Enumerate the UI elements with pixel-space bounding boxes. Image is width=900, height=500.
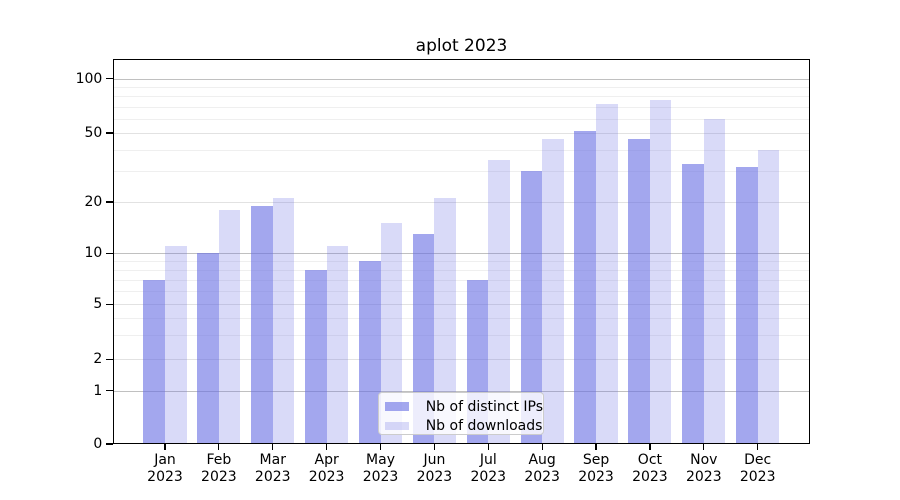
y-tick-5 (106, 303, 114, 305)
bar-downloads-feb (218, 209, 241, 443)
y-tick-label-1: 1 (93, 382, 103, 399)
x-tick-label-sep: Sep 2023 (578, 452, 614, 485)
bar-distinct-ips-dec (736, 166, 758, 443)
legend-label-downloads: Nb of downloads (425, 418, 543, 435)
bar-distinct-ips-apr (305, 269, 327, 443)
gridline-y-10 (114, 253, 809, 255)
bar-downloads-nov (703, 118, 726, 443)
gridline-y-4 (114, 317, 809, 319)
plot-canvas (114, 60, 809, 443)
bar-distinct-ips-nov (682, 164, 704, 443)
x-tick-label-aug: Aug 2023 (524, 452, 560, 485)
x-tick-jan (164, 444, 166, 450)
x-tick-label-feb: Feb 2023 (201, 452, 237, 485)
bar-downloads-jul (488, 159, 510, 443)
x-tick-label-jul: Jul 2023 (470, 452, 507, 485)
y-tick-label-2: 2 (93, 351, 103, 368)
y-tick-1 (106, 390, 114, 392)
gridline-y-40 (114, 149, 809, 151)
x-tick-label-nov: Nov 2023 (685, 452, 722, 485)
x-tick-feb (218, 444, 220, 450)
bar-distinct-ips-feb (197, 253, 219, 443)
gridline-y-1 (114, 390, 809, 392)
bar-distinct-ips-jun (412, 233, 435, 443)
bar-distinct-ips-oct (628, 139, 650, 443)
x-tick-nov (703, 444, 705, 450)
x-tick-jun (433, 444, 435, 450)
y-tick-label-20: 20 (84, 194, 103, 210)
bar-downloads-jan (164, 246, 187, 443)
bar-downloads-apr (326, 246, 349, 443)
legend-item-downloads: Nb of downloads (385, 416, 543, 436)
bar-downloads-sep (596, 104, 618, 443)
y-tick-label-0: 0 (93, 436, 103, 452)
y-tick-label-10: 10 (84, 245, 103, 262)
legend-swatch-downloads (385, 421, 409, 431)
y-tick-label-100: 100 (75, 70, 103, 87)
y-tick-label-50: 50 (84, 125, 103, 141)
gridline-y-70 (114, 106, 809, 108)
x-tick-apr (326, 444, 328, 450)
x-tick-label-dec: Dec 2023 (739, 452, 776, 485)
y-tick-50 (106, 132, 114, 134)
gridline-y-30 (114, 171, 809, 173)
gridline-y-7 (114, 279, 809, 281)
y-tick-100 (106, 78, 114, 80)
x-tick-label-jan: Jan 2023 (147, 452, 183, 485)
y-tick-0 (106, 443, 114, 445)
legend-label-distinct-ips: Nb of distinct IPs (425, 398, 544, 415)
bar-downloads-mar (272, 198, 295, 443)
gridline-y-80 (114, 96, 809, 98)
x-tick-label-apr: Apr 2023 (308, 452, 345, 485)
gridline-y-90 (114, 86, 809, 88)
x-tick-mar (272, 444, 274, 450)
gridline-y-100 (114, 78, 809, 80)
plot-area (113, 59, 810, 444)
bar-distinct-ips-jan (143, 279, 165, 443)
y-tick-2 (106, 358, 114, 360)
bar-downloads-aug (542, 139, 564, 443)
gridline-y-2 (114, 359, 809, 361)
gridline-y-60 (114, 118, 809, 120)
gridline-y-20 (114, 201, 809, 203)
x-tick-oct (649, 444, 651, 450)
legend-item-distinct-ips: Nb of distinct IPs (385, 397, 543, 417)
bar-distinct-ips-may (358, 261, 381, 443)
bar-distinct-ips-sep (574, 131, 597, 443)
legend: Nb of distinct IPs Nb of downloads (377, 392, 545, 436)
bar-downloads-oct (649, 100, 672, 443)
gridline-y-8 (114, 269, 809, 271)
gridline-y-9 (114, 261, 809, 263)
x-tick-label-may: May 2023 (362, 452, 399, 485)
x-tick-may (379, 444, 382, 450)
chart-title: aplot 2023 (415, 36, 508, 56)
bar-distinct-ips-mar (251, 205, 273, 443)
x-tick-aug (541, 444, 543, 450)
x-tick-label-oct: Oct 2023 (632, 452, 668, 485)
bar-downloads-may (380, 223, 403, 443)
y-tick-20 (106, 201, 114, 203)
legend-swatch-distinct-ips (385, 402, 409, 411)
bar-downloads-jun (434, 198, 456, 443)
x-tick-jul (487, 444, 489, 450)
x-tick-sep (595, 444, 597, 450)
bar-downloads-dec (757, 149, 780, 443)
y-tick-label-5: 5 (93, 296, 103, 313)
x-tick-label-mar: Mar 2023 (254, 452, 291, 485)
gridline-y-6 (114, 290, 809, 292)
gridline-y-5 (114, 304, 809, 306)
bar-distinct-ips-aug (520, 171, 543, 443)
x-tick-dec (757, 444, 759, 450)
gridline-y-3 (114, 335, 809, 336)
y-tick-10 (106, 252, 114, 254)
x-tick-label-jun: Jun 2023 (416, 452, 453, 485)
gridline-y-50 (114, 132, 809, 134)
